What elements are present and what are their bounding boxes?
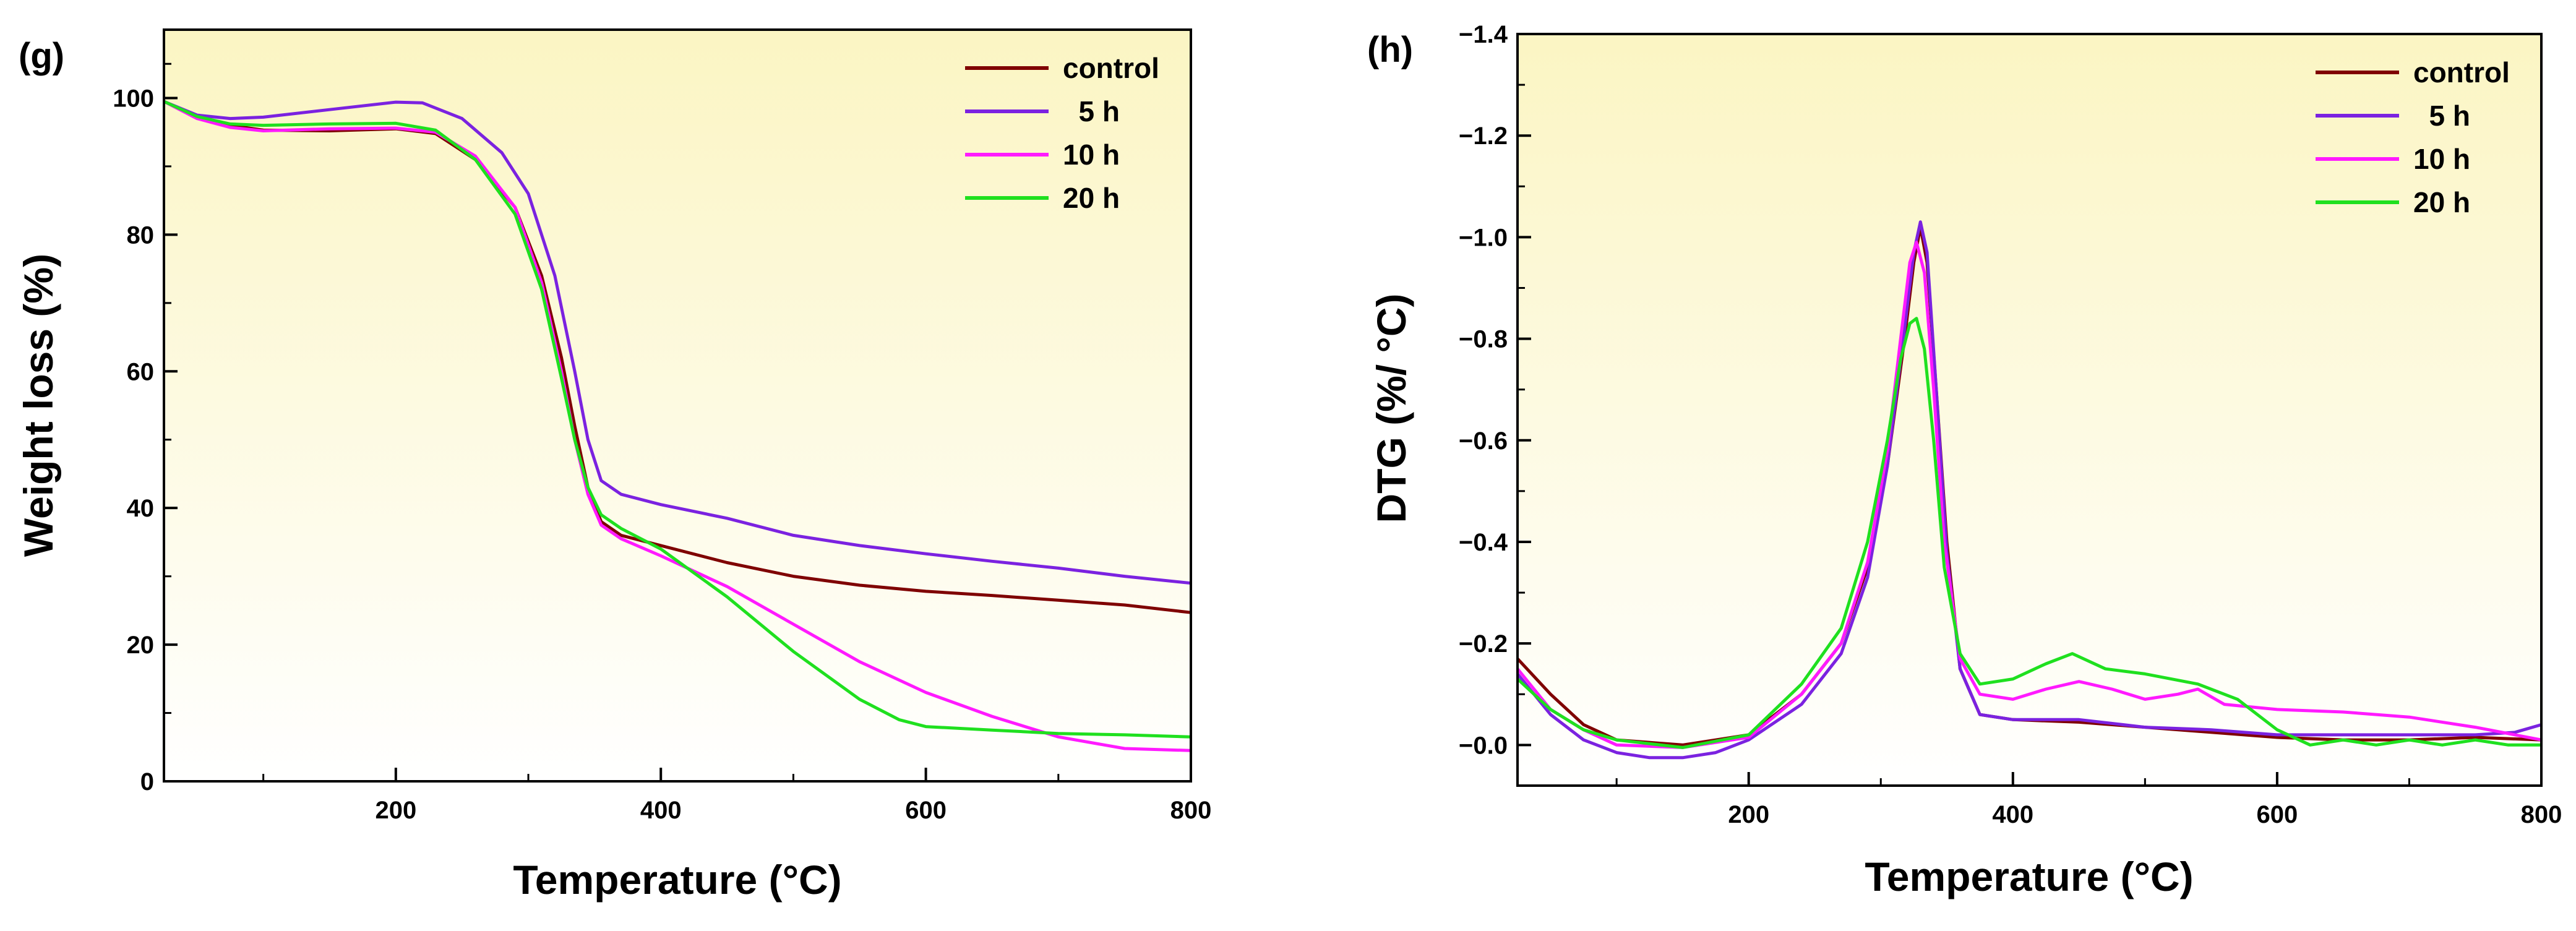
legend-label-20-h-h: 20 h [2413,186,2470,218]
y-tick-label-g-2: 40 [127,495,155,522]
x-tick-label-200-h: 200 [1728,801,1769,828]
x-axis-title-g: Temperature (°C) [513,857,841,903]
panel-h: 200 400 600 800 −1.4 −1.2 −1.0 −0.8 −0.6 −0.4 −0.2… [1367,21,2562,899]
x-tick-label-600-g: 600 [905,797,947,824]
legend-label-5-h-h: 5 h [2413,100,2470,132]
legend-h: control 5 h 10 h 20 h [2316,56,2510,218]
x-tick-label-800-h: 800 [2521,801,2562,828]
y-tick-label-h-3: −0.8 [1459,326,1508,353]
y-axis-title-h: DTG (%/ °C) [1368,293,1414,523]
panel-label-h: (h) [1367,30,1413,70]
y-axis-title-g: Weight loss (%) [15,254,61,557]
series-line-10-h-h [1516,241,2542,749]
y-tick-label-h-6: −0.2 [1459,630,1508,658]
panel-g: 200 400 600 800 0 20 40 60 80 100 control 5 h 10 h… [15,28,1212,903]
legend-label-control-h: control [2413,56,2510,88]
axis-ticks-h: 200 400 600 800 −1.4 −1.2 −1.0 −0.8 −0.6 −0.4 −0.2… [1459,21,2562,828]
y-tick-label-g-1: 20 [127,632,155,659]
legend-label-20-h-g: 20 h [1063,182,1120,214]
y-tick-label-g-5: 100 [113,85,154,112]
legend-g: control 5 h 10 h 20 h [965,52,1159,214]
x-axis-title-h: Temperature (°C) [1865,854,2193,899]
y-tick-label-g-0: 0 [140,768,154,796]
legend-label-10-h-g: 10 h [1063,139,1120,171]
series-line-control-g [163,100,1191,614]
y-tick-label-h-0: −1.4 [1459,21,1508,48]
plot-frame-g [163,28,1192,783]
x-tick-label-800-g: 800 [1170,797,1212,824]
legend-label-control-g: control [1063,52,1159,84]
y-tick-label-h-2: −1.0 [1459,224,1508,251]
y-tick-label-g-3: 60 [127,358,155,385]
x-tick-label-400-g: 400 [640,797,682,824]
axis-ticks-g: 200 400 600 800 0 20 40 60 80 100 [113,62,1212,824]
series-line-5-h-g [163,100,1191,585]
series-group-h [1516,220,2542,760]
plot-area-g [164,30,1191,781]
y-tick-label-g-4: 80 [127,221,155,249]
plot-frame-h [1516,33,2543,787]
y-tick-label-h-1: −1.2 [1459,122,1508,150]
x-tick-label-200-g: 200 [375,797,416,824]
x-tick-label-600-h: 600 [2257,801,2298,828]
series-group-g [163,100,1191,752]
series-line-20-h-g [163,100,1191,739]
series-line-20-h-h [1516,317,2541,749]
x-tick-label-400-h: 400 [1992,801,2033,828]
legend-label-5-h-g: 5 h [1063,95,1120,127]
y-tick-label-h-5: −0.4 [1459,529,1508,556]
legend-label-10-h-h: 10 h [2413,143,2470,175]
y-tick-label-h-4: −0.6 [1459,427,1508,455]
y-tick-label-h-7: −0.0 [1459,732,1508,759]
panel-label-g: (g) [19,36,64,76]
